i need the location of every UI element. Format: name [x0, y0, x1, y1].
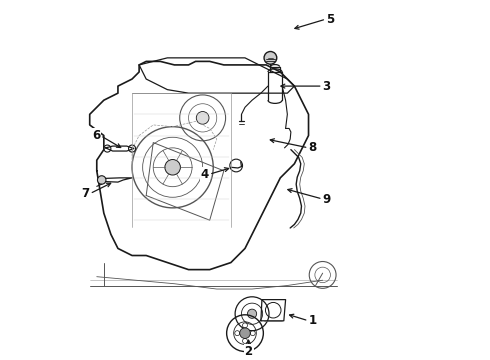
Circle shape [196, 112, 209, 124]
Circle shape [98, 176, 106, 184]
Text: 8: 8 [309, 141, 317, 154]
Circle shape [264, 51, 277, 64]
Circle shape [240, 328, 250, 338]
Circle shape [165, 159, 180, 175]
Text: 9: 9 [322, 193, 331, 206]
Text: 2: 2 [245, 345, 252, 358]
Text: 4: 4 [201, 168, 209, 181]
Text: 7: 7 [81, 187, 90, 200]
Text: 1: 1 [309, 314, 317, 327]
Text: 6: 6 [92, 129, 100, 142]
Circle shape [247, 309, 257, 318]
Text: 5: 5 [326, 13, 335, 26]
Text: 3: 3 [322, 80, 331, 93]
